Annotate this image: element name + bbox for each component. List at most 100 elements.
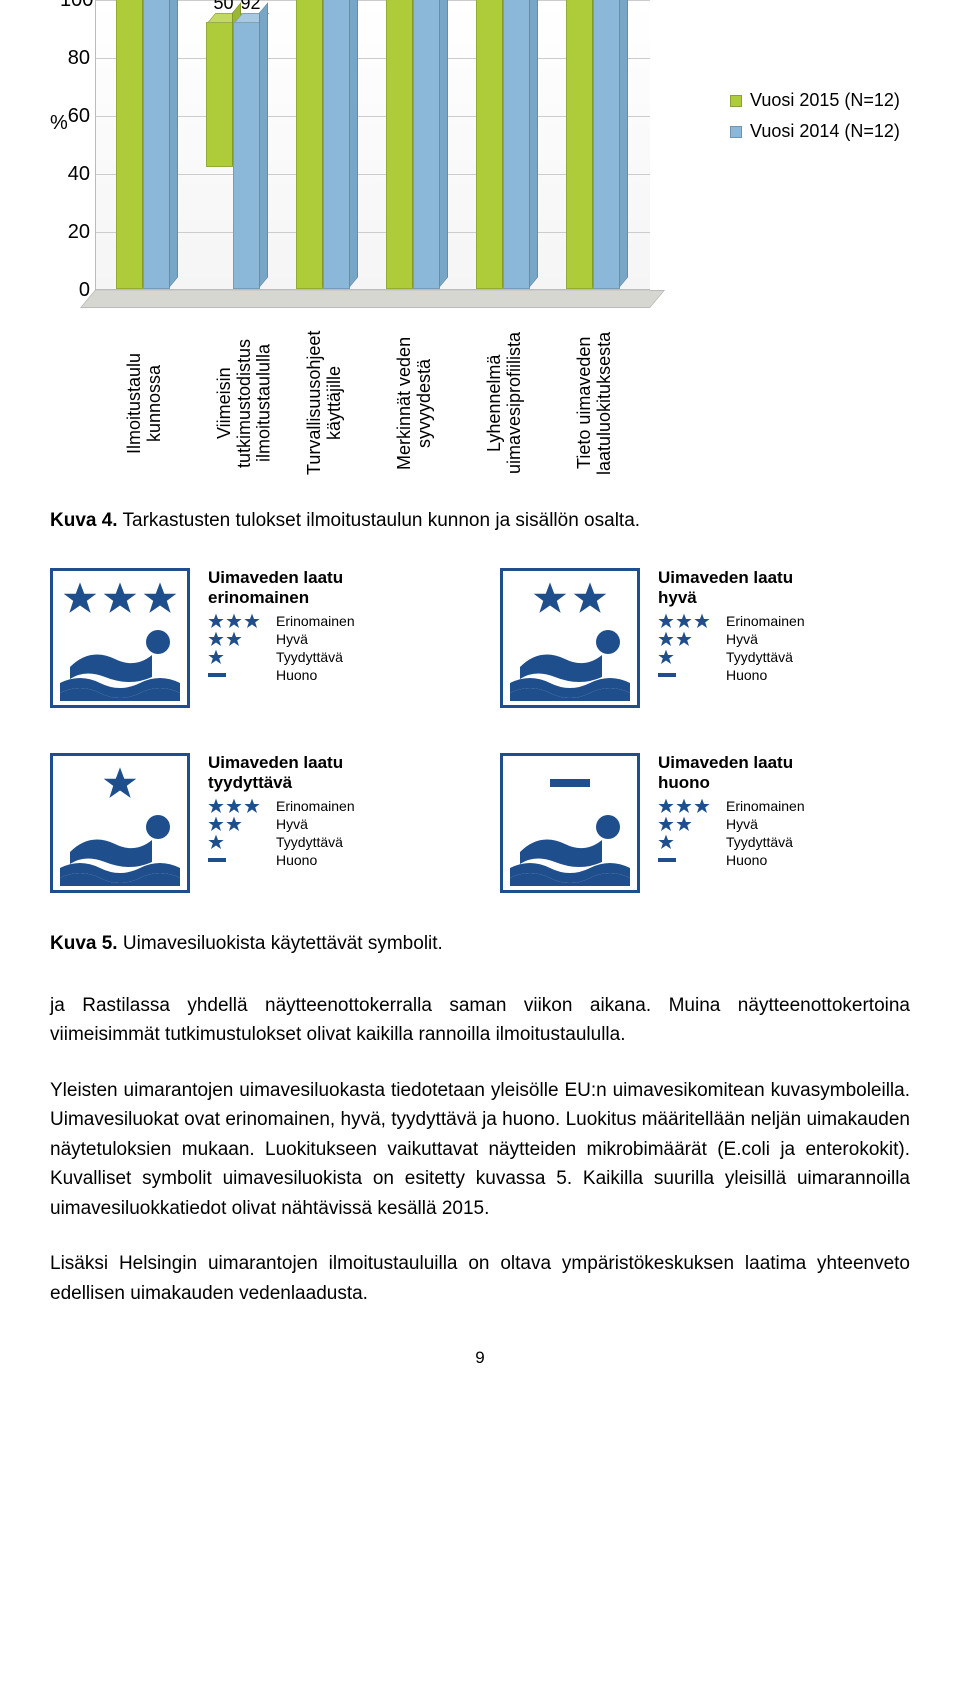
star-icon [676, 798, 692, 814]
swimmer-icon [60, 627, 180, 701]
ytick-label: 20 [60, 221, 90, 244]
swimmer-wrap [60, 627, 180, 701]
symbol-legend-icons [658, 613, 716, 629]
symbol-box [500, 568, 640, 708]
bar-2015: 100 [386, 0, 413, 289]
symbol-legend-row: Hyvä [658, 816, 805, 832]
symbol-legend-label: Hyvä [276, 816, 308, 832]
symbol-legend-row: Erinomainen [208, 613, 355, 629]
symbol-legend-icons [208, 798, 266, 814]
star-icon [103, 581, 137, 615]
page-number: 9 [50, 1348, 910, 1368]
symbol-legend-label: Erinomainen [726, 798, 805, 814]
symbol-legend-row: Huono [208, 852, 355, 868]
bar-2014: 100 [593, 0, 620, 289]
symbol-legend-label: Hyvä [276, 631, 308, 647]
figure-4-caption: Kuva 4. Tarkastusten tulokset ilmoitusta… [50, 510, 910, 532]
chart-plot: 1001005092100100100100100100100100 [95, 0, 650, 290]
symbol-legend-row: Hyvä [208, 816, 355, 832]
star-icon [226, 816, 242, 832]
star-icon [533, 581, 567, 615]
figure-4-text: Tarkastusten tulokset ilmoitustaulun kun… [118, 510, 640, 531]
x-axis-label: Turvallisuusohjeet käyttäjille [305, 318, 385, 488]
dash-icon [658, 673, 676, 677]
dash-icon [208, 673, 226, 677]
symbol-title: Uimaveden laatuhuono [658, 753, 805, 792]
symbol-legend-row: Huono [658, 667, 805, 683]
bar-2014: 100 [413, 0, 440, 289]
swimmer-wrap [510, 627, 630, 701]
chart-floor [80, 290, 665, 308]
star-icon [208, 816, 224, 832]
symbol-block: Uimaveden laatutyydyttävä Erinomainen Hyvä… [50, 753, 460, 893]
legend-swatch-2015 [730, 95, 742, 107]
symbol-stars [63, 579, 177, 617]
star-icon [676, 631, 692, 647]
symbol-legend-label: Tyydyttävä [276, 649, 343, 665]
bar-value-label: 50 [210, 0, 237, 14]
legend-item-2015: Vuosi 2015 (N=12) [730, 90, 900, 111]
star-icon [694, 798, 710, 814]
legend-swatch-2014 [730, 126, 742, 138]
x-axis-label: Viimeisin tutkimustodistus ilmoitustaulu… [215, 318, 295, 488]
symbol-text: Uimaveden laatuerinomainenErinomainenHyv… [208, 568, 355, 708]
ytick-label: 40 [60, 163, 90, 186]
symbol-legend-label: Erinomainen [726, 613, 805, 629]
legend-item-2014: Vuosi 2014 (N=12) [730, 121, 900, 142]
dash-icon [658, 858, 676, 862]
bar-group: 100100 [476, 0, 540, 289]
bar-group: 100100 [566, 0, 630, 289]
bar-2015: 100 [476, 0, 503, 289]
dash-icon [550, 779, 590, 787]
bar-2015: 50 [206, 22, 233, 167]
symbol-legend-icons [658, 631, 716, 647]
symbols-grid: Uimaveden laatuerinomainenErinomainenHyv… [50, 568, 910, 893]
symbol-legend-row: Tyydyttävä [208, 834, 355, 850]
x-axis-label: Ilmoitustaulu kunnossa [125, 318, 205, 488]
symbol-legend-icons [208, 858, 266, 862]
symbol-legend-icons [658, 816, 716, 832]
star-icon [63, 581, 97, 615]
bar-group: 100100 [386, 0, 450, 289]
symbol-legend-icons [658, 858, 716, 862]
symbol-box [50, 568, 190, 708]
star-icon [208, 798, 224, 814]
ytick-label: 0 [60, 279, 90, 302]
symbol-legend-label: Huono [726, 667, 767, 683]
figure-5-caption: Kuva 5. Uimavesiluokista käytettävät sym… [50, 933, 910, 955]
symbol-legend-icons [208, 834, 266, 850]
bar-group: 100100 [116, 0, 180, 289]
symbol-legend-row: Hyvä [658, 631, 805, 647]
bar-group: 100100 [296, 0, 360, 289]
symbol-legend-label: Erinomainen [276, 613, 355, 629]
star-icon [573, 581, 607, 615]
star-icon [103, 766, 137, 800]
symbol-legend-label: Tyydyttävä [726, 834, 793, 850]
bar-2014: 100 [323, 0, 350, 289]
bar-2014: 92 [233, 22, 260, 289]
symbol-legend-row: Erinomainen [208, 798, 355, 814]
symbol-stars [103, 764, 137, 802]
ytick-label: 60 [60, 105, 90, 128]
symbol-stars [550, 764, 590, 802]
paragraph-3: Lisäksi Helsingin uimarantojen ilmoitust… [50, 1249, 910, 1308]
star-icon [143, 581, 177, 615]
symbol-legend-label: Huono [276, 852, 317, 868]
symbol-title: Uimaveden laatuhyvä [658, 568, 805, 607]
chart-plot-area: % 1001005092100100100100100100100100 020… [50, 0, 710, 480]
star-icon [658, 649, 674, 665]
symbol-text: Uimaveden laatuhyväErinomainenHyväTyydyt… [658, 568, 805, 708]
swimmer-icon [510, 627, 630, 701]
x-axis-label: Merkinnät veden syvyydestä [395, 318, 475, 488]
star-icon [694, 613, 710, 629]
symbol-legend-icons [658, 798, 716, 814]
star-icon [208, 834, 224, 850]
symbol-title: Uimaveden laatutyydyttävä [208, 753, 355, 792]
figure-5-text: Uimavesiluokista käytettävät symbolit. [118, 933, 443, 954]
legend-label-2014: Vuosi 2014 (N=12) [750, 121, 900, 142]
star-icon [676, 613, 692, 629]
star-icon [658, 834, 674, 850]
symbol-legend-icons [208, 816, 266, 832]
symbol-legend-label: Hyvä [726, 631, 758, 647]
symbol-legend-icons [208, 613, 266, 629]
